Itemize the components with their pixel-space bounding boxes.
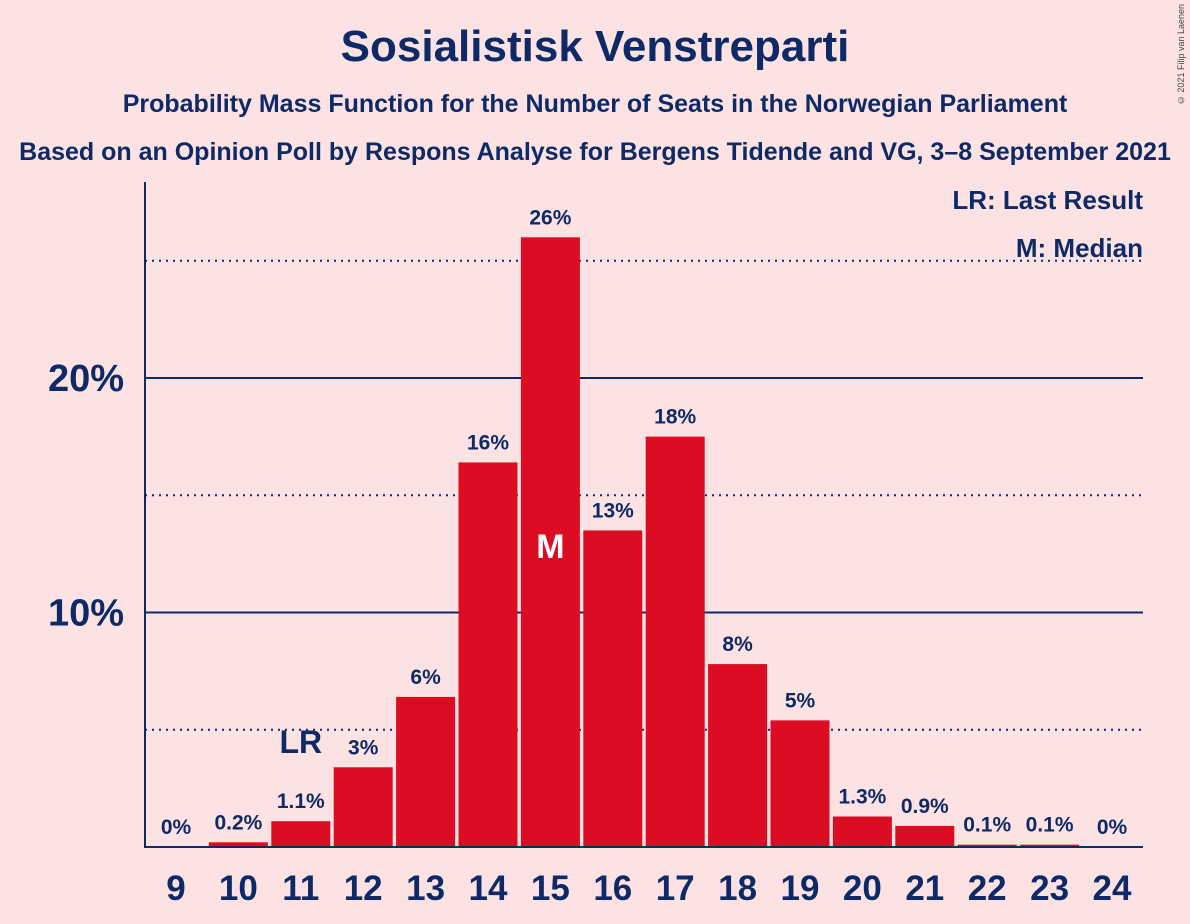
x-tick-label: 10 [219,869,258,908]
bar [645,436,705,847]
bar [271,821,331,847]
chart-subtitle-source: Based on an Opinion Poll by Respons Anal… [19,138,1171,166]
bar [396,696,456,847]
x-tick-label: 16 [593,869,632,908]
x-tick-label: 9 [166,869,185,908]
median-marker: M [536,528,564,566]
data-label: 0.9% [901,795,949,818]
data-label: 13% [592,499,634,522]
axis-layer [144,182,1143,848]
bar [1020,844,1080,847]
data-label: 0% [161,816,192,839]
data-label: 0.1% [963,814,1011,837]
x-tick-label: 18 [718,869,757,908]
bar [832,816,892,847]
data-label: 16% [467,431,509,454]
data-label: 26% [529,206,571,229]
bar [333,767,393,847]
data-label: 0% [1097,816,1128,839]
x-tick-label: 13 [406,869,445,908]
bar-layer [208,237,1080,848]
data-label: 0.2% [214,811,262,834]
legend-last-result: LR: Last Result [952,185,1143,215]
data-label: 18% [654,406,696,429]
bar [895,825,955,847]
x-tick-label: 17 [656,869,695,908]
data-label: 1.1% [277,790,325,813]
bar [583,530,643,847]
bar [520,237,580,848]
data-label: 1.3% [838,786,886,809]
x-tick-label: 15 [531,869,570,908]
bar [208,842,268,847]
x-tick-label: 23 [1030,869,1069,908]
data-label: 8% [722,633,753,656]
bar [458,462,518,847]
bar [770,720,830,847]
legend-median: M: Median [1016,233,1143,263]
data-label: 5% [785,689,816,712]
bar [708,664,768,847]
bar [957,844,1017,847]
y-tick-label: 20% [48,358,124,400]
x-tick-label: 20 [843,869,882,908]
chart-title: Sosialistisk Venstreparti [340,22,850,71]
x-tick-label: 21 [905,869,944,908]
x-tick-label: 24 [1093,869,1132,908]
x-tick-label: 12 [344,869,383,908]
data-label: 6% [410,666,441,689]
data-label: 0.1% [1026,814,1074,837]
data-label: 3% [348,736,379,759]
label-layer: 10% 20% 0% 9 0.2% 10 1.1% 11 3% 12 6% 13 16% 14 26% 15 1… [48,206,1132,908]
x-tick-label: 19 [781,869,820,908]
x-tick-label: 11 [282,869,319,908]
chart-subtitle: Probability Mass Function for the Number… [122,90,1068,118]
x-tick-label: 14 [469,869,508,908]
y-tick-label: 10% [48,593,124,635]
x-tick-label: 22 [968,869,1007,908]
last-result-marker: LR [279,724,322,760]
grid-layer [145,259,1143,731]
